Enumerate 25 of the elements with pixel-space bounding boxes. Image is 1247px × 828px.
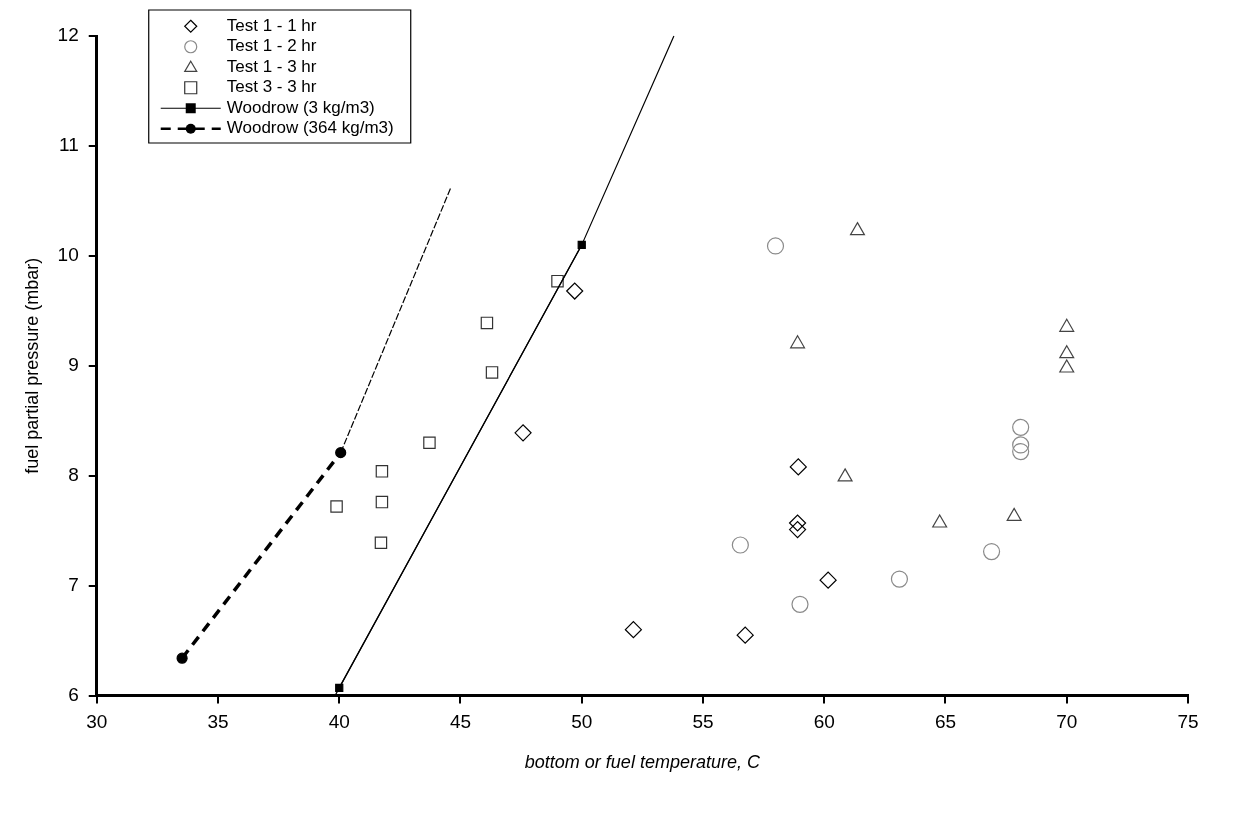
x-tick-label: 75 [1177,711,1199,733]
y-tick-label: 8 [68,463,79,485]
legend-label: Test 1 - 3 hr [226,56,317,76]
y-tick-label: 9 [68,354,79,376]
y-tick-label: 10 [57,244,79,266]
legend-label: Test 3 - 3 hr [226,77,317,97]
legend-label: Woodrow (3 kg/m3) [226,97,375,117]
x-tick-label: 65 [934,711,957,733]
y-axis-title: fuel partial pressure (mbar) [21,257,42,474]
x-tick-label: 40 [328,711,350,733]
legend-label: Test 1 - 2 hr [226,36,317,56]
legend-label: Woodrow (364 kg/m3) [226,118,394,138]
y-tick-label: 12 [57,24,79,46]
x-tick-label: 55 [692,711,714,733]
x-tick-label: 45 [449,711,472,733]
x-tick-label: 60 [813,711,835,733]
y-tick-label: 11 [59,134,79,156]
y-tick-label: 7 [68,573,79,595]
x-tick-label: 30 [86,711,108,733]
x-tick-label: 70 [1056,711,1078,733]
x-axis-title: bottom or fuel temperature, C [524,752,761,773]
y-tick-label: 6 [68,683,79,705]
legend-label: Test 1 - 1 hr [226,15,317,35]
x-tick-label: 50 [571,711,593,733]
x-tick-label: 35 [207,711,229,733]
